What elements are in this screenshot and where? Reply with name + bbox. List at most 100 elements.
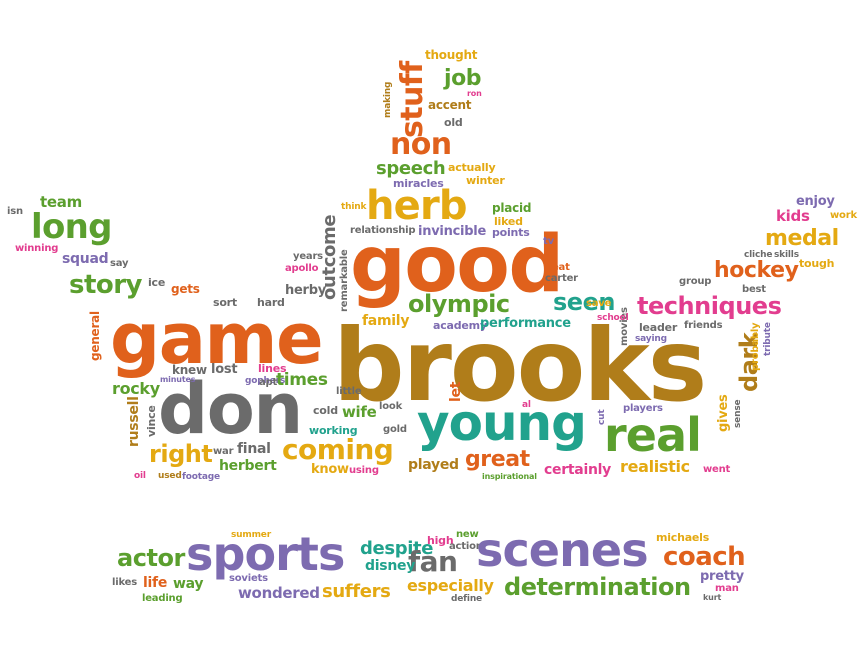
word-sports: sports [186,527,345,581]
word-placid: placid [492,201,532,215]
word-squad: squad [62,251,109,267]
word-real: real [604,408,702,462]
word-war: war [213,446,234,457]
word-sense: sense [733,399,743,428]
word-invincible: invincible [418,224,487,239]
word-summer: summer [231,530,271,540]
word-know: know [311,462,349,477]
word-general: general [88,311,102,361]
word-kids: kids [776,207,810,225]
word-realistic: realistic [620,457,690,476]
word-coming: coming [282,433,394,466]
word-apt: apt [259,377,278,388]
word-save: save [586,298,612,309]
word-beat: beat [545,262,570,273]
word-pretty: pretty [700,569,744,584]
word-friends: friends [684,320,723,331]
word-way: way [173,576,204,592]
word-olympic: olympic [408,290,510,318]
word-don: don [158,368,303,450]
word-school: school [597,313,629,323]
word-footage: footage [182,472,220,482]
word-group: group [679,276,712,287]
word-wife: wife [342,403,377,421]
word-michaels: michaels [656,531,710,544]
word-brooks: brooks [333,307,707,424]
word-herbert: herbert [219,458,277,474]
word-soviets: soviets [229,573,268,584]
word-cliche: cliche [744,250,773,260]
word-accent: accent [428,98,472,112]
word-points: points [492,226,530,239]
word-making: making [383,81,393,118]
word-apollo: apollo [285,263,319,274]
word-scenes: scenes [476,523,649,577]
word-fan: fan [408,545,458,578]
word-knew: knew [172,363,207,377]
word-vince: vince [145,405,158,437]
word-gives: gives [716,394,731,433]
word-story: story [69,270,142,300]
word-enjoy: enjoy [796,194,835,209]
word-say: say [110,258,129,269]
word-minutes: minutes [160,375,196,384]
word-relationship: relationship [350,225,416,236]
word-medal: medal [765,226,839,251]
word-little: little [336,386,362,397]
word-long: long [31,207,113,247]
word-probably: probably [750,322,761,371]
word-likes: likes [112,577,137,588]
word-job: job [444,66,482,91]
word-saying: saying [635,334,667,344]
word-herby: herby [285,283,326,298]
word-carter: carter [545,273,578,284]
word-kurt: kurt [703,593,722,602]
word-actually: actually [448,161,496,174]
word-certainly: certainly [544,462,612,478]
word-work: work [830,210,857,221]
word-ron: ron [467,89,482,98]
word-game: game [110,298,324,380]
word-inspirational: inspirational [482,472,537,481]
word-leader: leader [639,321,678,334]
word-determination: determination [504,573,691,601]
word-oil: oil [134,471,146,481]
word-seen: seen [553,288,616,316]
word-thought: thought [425,48,478,62]
word-went: went [703,464,731,475]
word-hard: hard [257,296,285,309]
word-sort: sort [213,296,237,309]
word-players: players [623,403,663,414]
word-played: played [408,457,459,473]
word-tribute: tribute [763,322,773,356]
word-liked: liked [494,215,523,228]
word-suffers: suffers [322,581,391,602]
word-remarkable: remarkable [339,249,350,312]
word-gold: gold [383,424,407,435]
word-coach: coach [663,542,746,572]
word-hockey: hockey [714,258,799,283]
word-al: al [522,400,531,410]
word-speech: speech [376,158,446,179]
word-despite: despite [360,538,434,559]
word-let: let [448,381,464,402]
word-especially: especially [407,576,494,595]
word-cold: cold [313,404,338,417]
word-high: high [427,534,454,547]
word-gophers: gophers [245,376,286,386]
word-actor: actor [117,544,185,572]
word-academy: academy [433,319,487,332]
word-winter: winter [466,174,505,187]
word-team: team [40,193,82,211]
word-isn: isn [7,206,23,217]
word-think: think [341,202,367,212]
word-using: using [349,465,379,476]
word-wondered: wondered [238,584,320,602]
word-good: good [350,220,564,310]
word-young: young [417,394,587,452]
word-years: years [293,251,323,262]
word-rocky: rocky [112,379,160,398]
word-cut: cut [597,409,607,425]
word-herb: herb [366,183,468,229]
